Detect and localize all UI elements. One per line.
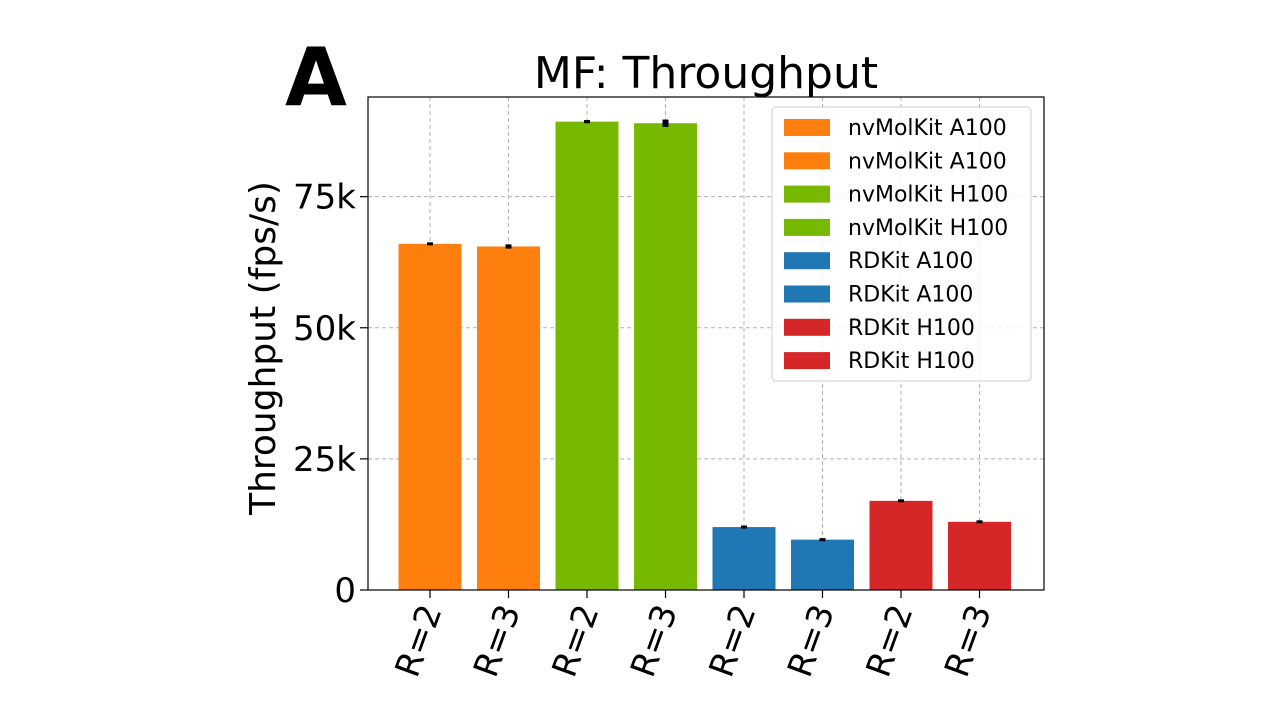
error-bar xyxy=(662,119,669,127)
legend-label: RDKit H100 xyxy=(848,349,975,374)
bar xyxy=(791,539,854,590)
error-bar xyxy=(898,499,904,503)
x-tick-label: R=2 xyxy=(702,599,765,682)
y-tick-label: 0 xyxy=(334,571,356,611)
x-tick-label: R=2 xyxy=(545,599,608,682)
legend-label: nvMolKit A100 xyxy=(848,149,1007,174)
y-ticks-layer: 0 25k 50k 75k xyxy=(293,178,368,611)
error-bar xyxy=(584,120,590,124)
legend-label: RDKit H100 xyxy=(848,316,975,341)
x-tick-label: R=2 xyxy=(859,599,922,682)
legend-swatch xyxy=(784,352,830,370)
error-bar xyxy=(976,520,983,524)
legend: nvMolKit A100 nvMolKit A100 nvMolKit H100 n… xyxy=(771,106,1032,382)
error-bar xyxy=(427,242,433,246)
bar xyxy=(398,243,462,590)
legend-label: RDKit A100 xyxy=(848,283,973,308)
legend-swatch xyxy=(784,318,830,336)
error-bar xyxy=(819,538,826,542)
legend-swatch xyxy=(784,119,830,136)
legend-swatch xyxy=(784,218,830,236)
y-tick-label: 25k xyxy=(293,440,356,480)
legend-swatch xyxy=(784,285,830,303)
x-tick-label: R=3 xyxy=(780,599,843,682)
bars-layer xyxy=(398,121,1011,591)
legend-swatch xyxy=(784,185,830,203)
legend-frame xyxy=(771,106,1032,382)
legend-label: nvMolKit H100 xyxy=(848,183,1008,208)
bar xyxy=(948,521,1011,590)
plot-frame xyxy=(367,96,1045,591)
x-tick-label: R=3 xyxy=(623,599,686,682)
x-tick-label: R=3 xyxy=(937,599,1000,682)
legend-label: nvMolKit H100 xyxy=(848,216,1008,241)
bar xyxy=(712,527,776,590)
panel-label: A xyxy=(285,31,347,124)
y-tick-label: 75k xyxy=(293,178,356,218)
legend-swatch xyxy=(784,152,830,170)
y-tick-label: 50k xyxy=(293,309,356,349)
bar xyxy=(869,500,933,590)
x-tick-label: R=3 xyxy=(466,599,529,682)
error-bar xyxy=(741,525,747,529)
legend-label: RDKit A100 xyxy=(848,249,973,274)
x-tick-label: R=2 xyxy=(388,599,451,682)
legend-label: nvMolKit A100 xyxy=(848,116,1007,141)
error-bars-layer xyxy=(427,119,983,542)
y-axis-label: Throughput (fps/s) xyxy=(243,181,284,516)
chart-title: MF: Throughput xyxy=(534,48,878,99)
x-ticks-layer: R=2 R=3 R=2 R=3 R=2 R=3 R=2 R=3 xyxy=(388,590,1000,682)
legend-swatch xyxy=(784,252,830,270)
error-bar xyxy=(505,244,512,249)
bar xyxy=(477,246,540,591)
bar xyxy=(634,123,697,591)
bar xyxy=(555,121,619,591)
